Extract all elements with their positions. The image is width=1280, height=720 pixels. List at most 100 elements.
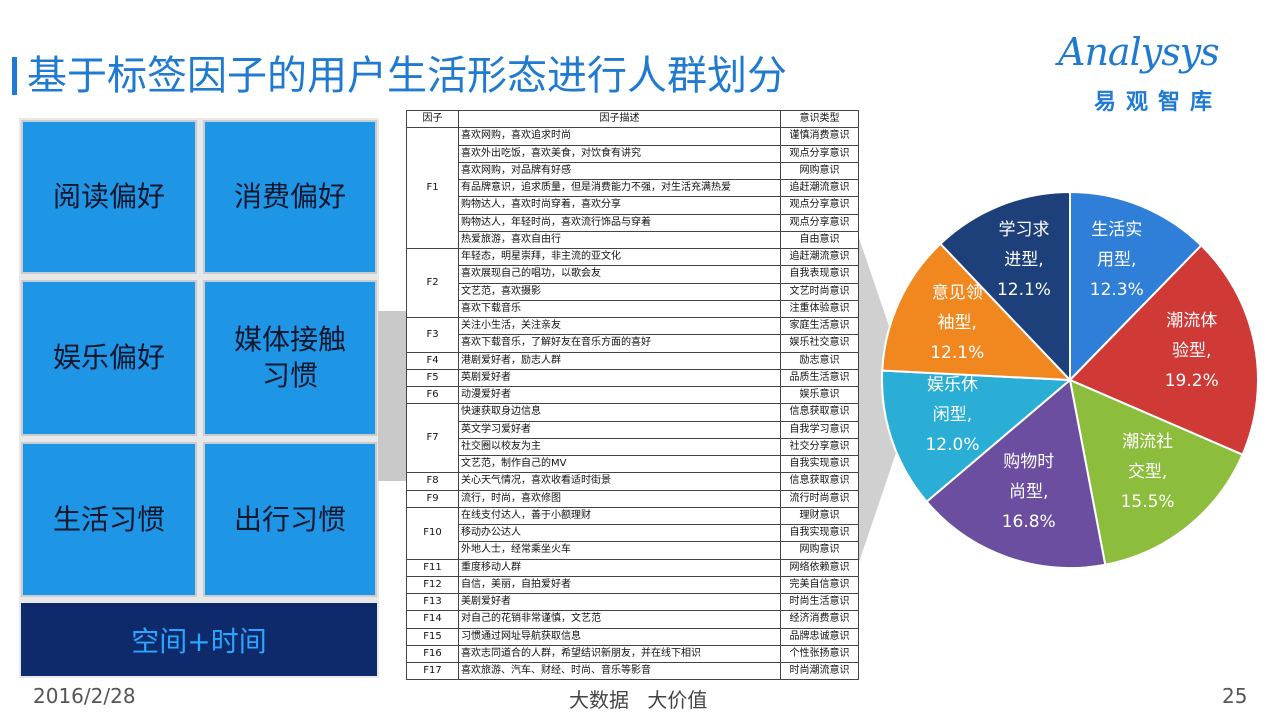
awareness-type: 谨慎消费意识 (780, 127, 859, 146)
factor-table: 因子 因子描述 意识类型 F1 喜欢网购，喜欢追求时尚 谨慎消费意识 喜欢外出吃饭，喜… (406, 109, 859, 681)
pie-label-line: 潮流体 (1166, 311, 1217, 331)
awareness-type: 文艺时尚意识 (780, 282, 859, 301)
awareness-type: 追赶潮流意识 (780, 178, 859, 198)
pie-label-line: 交型, (1128, 462, 1167, 482)
table-row: 热爱旅游，喜欢自由行 自由意识 (407, 230, 859, 250)
factor-description: 喜欢志同道合的人群，希望结识新朋友，并在线下相识 (458, 644, 781, 664)
awareness-type: 流行时尚意识 (780, 489, 859, 508)
table-row: 英文学习爱好者 自我学习意识 (407, 420, 859, 439)
factor-description: 在线支付达人，善于小额理财 (458, 506, 781, 526)
awareness-type: 自我表现意识 (780, 265, 859, 284)
factor-id: F13 (406, 592, 459, 612)
factor-description: 美剧爱好者 (458, 592, 781, 612)
table-row: 喜欢展现自己的唱功，以歌会友 自我表现意识 (407, 265, 859, 284)
segment-pie-chart: 生活实用型, 12.3% 潮流体验型, 19.2% 潮流社交型, 15.5% 购物时尚型, 1… (881, 190, 1259, 569)
table-row: 有品牌意识，追求质量，但是消费能力不强，对生活充满热爱 追赶潮流意识 (407, 178, 859, 198)
factor-description: 喜欢外出吃饭，喜欢美食，对饮食有讲究 (458, 144, 781, 163)
table-row: F10 在线支付达人，善于小额理财 理财意识 (406, 506, 859, 560)
factor-id: F16 (406, 644, 459, 664)
awareness-type: 网络依赖意识 (780, 558, 859, 577)
factor-id: F10 (406, 506, 459, 560)
pie-slice (939, 190, 1071, 383)
awareness-type: 观点分享意识 (780, 213, 859, 232)
pie-slice-label: 购物时尚型, 16.8% (1002, 452, 1056, 532)
header-description: 因子描述 (458, 109, 781, 129)
pie-slice-label: 潮流社交型, 15.5% (1121, 432, 1175, 512)
factor-description: 习惯通过网址导航获取信息 (458, 627, 781, 646)
pie-slice-label: 娱乐休闲型, 12.0% (925, 375, 979, 455)
factor-description: 英剧爱好者 (458, 368, 781, 388)
table-row: 移动办公达人 自我实现意识 (407, 523, 859, 543)
pie-slice (881, 242, 1073, 382)
factor-id: F7 (406, 403, 459, 474)
table-row: 文艺范，制作自己的MV 自我实现意识 (407, 454, 859, 474)
factor-description: 移动办公达人 (458, 523, 781, 543)
page-number: 25 (1222, 684, 1248, 708)
factor-id: F6 (406, 385, 459, 405)
factor-id: F9 (406, 489, 459, 508)
factor-description: 社交圈以校友为主 (458, 437, 781, 457)
factor-id: F5 (406, 368, 459, 388)
awareness-type: 家庭生活意识 (780, 316, 859, 336)
factor-description: 喜欢旅游、汽车、财经、时尚、音乐等影音 (458, 661, 781, 681)
awareness-type: 娱乐社交意识 (780, 334, 859, 353)
awareness-type: 追赶潮流意识 (780, 247, 859, 267)
pie-label-line: 验型, (1172, 341, 1211, 361)
pie-label-line: 娱乐休 (927, 375, 978, 395)
table-row: 喜欢下载音乐，了解好友在音乐方面的喜好 娱乐社交意识 (407, 334, 859, 353)
tile-life-habit: 生活习惯 (21, 442, 197, 597)
table-row: 外地人士，经常乘坐火车 网购意识 (407, 541, 859, 560)
table-row: 文艺范，喜欢摄影 文艺时尚意识 (407, 282, 859, 301)
table-row: 购物达人，喜欢时尚穿着，喜欢分享 观点分享意识 (407, 196, 859, 215)
pie-slice (1068, 378, 1244, 566)
factor-id: F1 (406, 127, 459, 249)
footer-slogan: 大数据 大价值 (569, 688, 708, 712)
factor-description: 年轻态，明星崇拜，非主流的亚文化 (458, 247, 781, 267)
factor-id: F15 (406, 627, 459, 646)
factor-description: 对自己的花销非常谨慎，文艺范 (458, 610, 781, 629)
pie-label-line: 进型, (1004, 250, 1043, 270)
title-text: 基于标签因子的用户生活形态进行人群划分 (27, 53, 787, 99)
factor-id: F4 (406, 351, 459, 370)
factor-description: 喜欢下载音乐 (458, 299, 781, 319)
table-row: F7 快速获取身边信息 信息获取意识 (406, 403, 859, 474)
factor-description: 关心天气情况，喜欢收看适时街景 (458, 472, 781, 491)
awareness-type: 自由意识 (780, 230, 859, 250)
table-row: F17 喜欢旅游、汽车、财经、时尚、音乐等影音 时尚潮流意识 (406, 661, 859, 681)
awareness-type: 信息获取意识 (780, 403, 859, 422)
awareness-type: 自我实现意识 (780, 523, 859, 543)
table-header-row: 因子 因子描述 意识类型 (406, 109, 859, 129)
pie-slice-label: 学习求进型, 12.1% (997, 220, 1051, 300)
awareness-type: 观点分享意识 (780, 196, 859, 215)
logo-english: Analysys (1058, 30, 1220, 74)
footer-date: 2016/2/28 (33, 684, 136, 708)
pie-slice (1068, 243, 1259, 456)
awareness-type: 观点分享意识 (780, 144, 859, 163)
table-row: F12 自信，美丽，自拍爱好者 完美自信意识 (406, 575, 859, 595)
pie-label-line: 生活实 (1091, 220, 1142, 240)
factor-description: 自信，美丽，自拍爱好者 (458, 575, 781, 595)
pie-slice-label: 生活实用型, 12.3% (1090, 220, 1144, 300)
factor-description: 购物达人，年轻时尚，喜欢流行饰品与穿着 (458, 213, 781, 232)
awareness-type: 个性张扬意识 (780, 644, 859, 664)
factor-id: F14 (406, 610, 459, 629)
awareness-type: 完美自信意识 (780, 575, 859, 595)
factor-description: 喜欢下载音乐，了解好友在音乐方面的喜好 (458, 334, 781, 353)
table-row: F3 关注小生活，关注亲友 家庭生活意识 (406, 316, 859, 353)
factor-description: 喜欢网购，对品牌有好感 (458, 161, 781, 181)
factor-description: 港剧爱好者，励志人群 (458, 351, 781, 370)
table-row: F15 习惯通过网址导航获取信息 品牌忠诚意识 (406, 627, 859, 646)
pie-label-line: 16.8% (1002, 512, 1056, 532)
pie-slice (925, 378, 1107, 569)
table-row: 喜欢外出吃饭，喜欢美食，对饮食有讲究 观点分享意识 (407, 144, 859, 163)
table-row: 社交圈以校友为主 社交分享意识 (407, 437, 859, 457)
table-row: F6 动漫爱好者 娱乐意识 (406, 385, 859, 405)
factor-description: 有品牌意识，追求质量，但是消费能力不强，对生活充满热爱 (458, 178, 781, 198)
pie-label-line: 12.3% (1090, 280, 1144, 300)
factor-id: F2 (406, 248, 459, 318)
factor-description: 英文学习爱好者 (458, 420, 781, 439)
factor-id: F17 (406, 661, 459, 681)
pie-slice-label: 潮流体验型, 19.2% (1165, 311, 1219, 391)
awareness-type: 励志意识 (780, 351, 859, 370)
factor-description: 重度移动人群 (458, 558, 781, 577)
